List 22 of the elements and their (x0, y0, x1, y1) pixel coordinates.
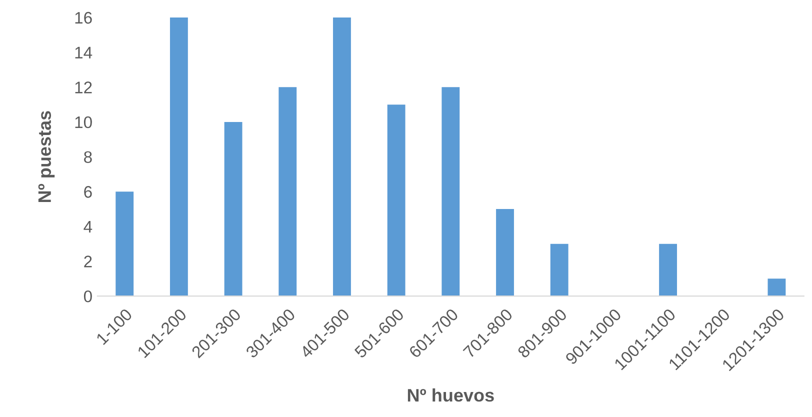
y-tick-label: 6 (84, 186, 92, 198)
y-tick-label: 16 (75, 12, 92, 24)
y-tick-label: 14 (75, 46, 92, 58)
y-tick-label: 4 (84, 221, 92, 232)
y-tick-label: 12 (75, 82, 92, 94)
bar (768, 278, 786, 296)
bar (496, 209, 514, 296)
y-tick-label: 10 (75, 116, 92, 128)
y-axis-title: Nº puestas (38, 111, 55, 202)
bar (116, 192, 134, 296)
y-tick-label: 0 (84, 290, 92, 302)
bar (224, 122, 242, 296)
y-tick-label: 2 (84, 256, 92, 268)
y-tick-label: 8 (84, 151, 92, 163)
bar (333, 18, 351, 296)
bar (442, 87, 460, 296)
bar (170, 18, 188, 296)
bar (659, 244, 677, 296)
bar (387, 104, 406, 296)
bar (550, 244, 568, 296)
bar (278, 87, 297, 296)
x-axis-title: Nº huevos (408, 388, 494, 402)
